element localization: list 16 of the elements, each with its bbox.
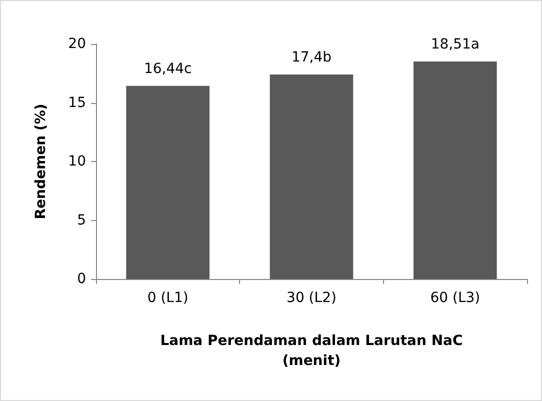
y-tick-label: 15	[68, 94, 86, 111]
y-tick-label: 10	[68, 154, 86, 170]
y-tick-label: 20	[68, 36, 86, 52]
data-label: 17,4b	[291, 50, 332, 66]
x-axis-title: Lama Perendaman dalam Larutan NaC (menit)	[160, 333, 463, 369]
y-tick-label: 0	[77, 271, 86, 287]
bar	[414, 62, 497, 279]
bar	[126, 86, 210, 279]
data-label: 18,51a	[430, 36, 480, 53]
y-axis-title: Rendemen (%)	[33, 104, 49, 220]
x-tick-label: 30 (L2)	[286, 290, 336, 306]
data-label: 16,44c	[144, 60, 192, 77]
bar	[270, 74, 354, 279]
x-tick-label: 0 (L1)	[147, 290, 188, 306]
y-tick-label: 5	[77, 212, 86, 228]
x-tick-label: 60 (L3)	[430, 290, 480, 306]
